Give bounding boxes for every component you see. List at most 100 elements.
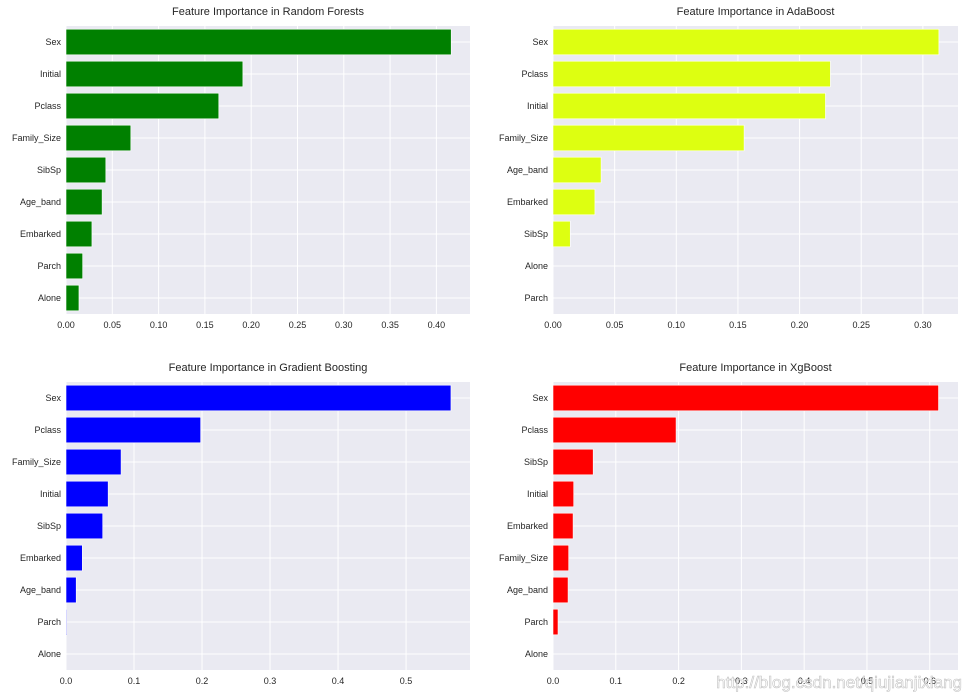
bar-pclass [552,60,831,88]
y-tick-label: Family_Size [12,133,61,143]
chart-xgboost: 0.0 0.1 0.2 0.3 0.4 0.5 0.6 Sex Pclass SibSp Initi… [499,362,958,686]
bar-pclass [552,416,677,444]
bar-parch [552,608,559,636]
x-tick-label: 0.00 [544,320,562,330]
bar-embarked [65,220,93,248]
y-tick-label: SibSp [37,521,61,531]
y-tick-label: Alone [38,293,61,303]
bar-parch [65,608,67,636]
bar-embarked [552,512,574,540]
bar-sex [552,384,939,412]
chart-title: Feature Importance in Random Forests [172,6,364,18]
x-tick-label: 0.5 [400,676,413,686]
x-tick-label: 0.30 [914,320,932,330]
y-tick-label: Age_band [507,585,548,595]
chart-title: Feature Importance in AdaBoost [677,6,835,18]
x-tick-label: 0.4 [798,676,811,686]
x-tick-label: 0.05 [104,320,122,330]
watermark: http://blog.csdn.net/qiujianjixiang [716,673,962,692]
x-tick-label: 0.10 [668,320,686,330]
bar-sibsp [65,512,104,540]
y-tick-label: Sex [45,37,61,47]
bar-alone [65,284,80,312]
y-tick-label: Age_band [507,165,548,175]
x-tick-label: 0.15 [729,320,747,330]
bar-sibsp [552,448,594,476]
bar-family-size [552,544,569,572]
bar-initial [552,480,575,508]
x-tick-label: 0.40 [428,320,446,330]
bar-parch [65,252,83,280]
y-tick-label: Sex [532,393,548,403]
x-tick-label: 0.0 [60,676,73,686]
y-tick-label: Alone [525,261,548,271]
y-tick-label: SibSp [524,457,548,467]
y-tick-label: Embarked [20,229,61,239]
bar-family-size [65,124,132,152]
y-tick-label: Parch [37,261,61,271]
y-tick-label: Pclass [34,101,61,111]
y-tick-label: Sex [45,393,61,403]
x-tick-label: 0.3 [264,676,277,686]
x-tick-label: 0.30 [335,320,353,330]
y-tick-label: Alone [38,649,61,659]
bar-sex [65,384,452,412]
y-tick-label: Initial [40,489,61,499]
bar-initial [65,480,109,508]
bar-sibsp [65,156,107,184]
bar-pclass [65,416,201,444]
y-tick-label: Family_Size [499,553,548,563]
bar-sibsp [552,220,571,248]
x-tick-label: 0.0 [547,676,560,686]
y-tick-label: Initial [527,489,548,499]
bar-initial [65,60,244,88]
charts-grid: 0.00 0.05 0.10 0.15 0.20 0.25 0.30 0.35 0.40 Sex I… [12,6,958,686]
x-tick-label: 0.25 [852,320,870,330]
x-tick-label: 0.1 [128,676,141,686]
bar-family-size [552,124,745,152]
y-tick-label: Parch [524,617,548,627]
x-tick-label: 0.1 [610,676,623,686]
x-tick-label: 0.2 [672,676,685,686]
y-tick-label: Age_band [20,197,61,207]
bar-age-band [65,188,103,216]
y-tick-label: Age_band [20,585,61,595]
y-tick-label: Pclass [521,425,548,435]
bar-age-band [552,156,602,184]
bar-family-size [65,448,122,476]
bar-embarked [552,188,596,216]
y-tick-label: SibSp [524,229,548,239]
chart-random-forests: 0.00 0.05 0.10 0.15 0.20 0.25 0.30 0.35 0.40 Sex I… [12,6,470,330]
y-tick-label: Parch [524,293,548,303]
x-tick-label: 0.6 [923,676,936,686]
x-tick-label: 0.10 [150,320,168,330]
x-tick-label: 0.25 [289,320,307,330]
y-tick-label: Family_Size [499,133,548,143]
x-tick-label: 0.20 [242,320,260,330]
y-tick-label: Pclass [34,425,61,435]
y-tick-label: Initial [40,69,61,79]
chart-title: Feature Importance in Gradient Boosting [169,362,368,374]
chart-title: Feature Importance in XgBoost [679,362,831,374]
x-tick-label: 0.35 [381,320,399,330]
bar-pclass [65,92,220,120]
y-tick-label: Embarked [507,197,548,207]
bar-age-band [65,576,77,604]
y-tick-label: Family_Size [12,457,61,467]
y-tick-label: Sex [532,37,548,47]
y-tick-label: Parch [37,617,61,627]
bar-embarked [65,544,83,572]
bar-age-band [552,576,569,604]
x-tick-label: 0.4 [332,676,345,686]
x-tick-label: 0.2 [196,676,209,686]
chart-adaboost: 0.00 0.05 0.10 0.15 0.20 0.25 0.30 Sex Pclass Ini… [499,6,958,330]
y-tick-label: Embarked [507,521,548,531]
x-tick-label: 0.5 [861,676,874,686]
bar-sex [65,28,452,56]
y-tick-label: Embarked [20,553,61,563]
y-tick-label: Alone [525,649,548,659]
chart-gradient-boosting: 0.0 0.1 0.2 0.3 0.4 0.5 Sex Pclass Family_Size In… [12,362,470,686]
x-tick-label: 0.15 [196,320,214,330]
x-tick-label: 0.05 [606,320,624,330]
